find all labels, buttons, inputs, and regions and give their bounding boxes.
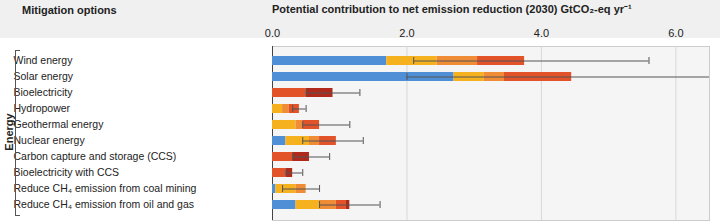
svg-text:Bioelectricity with CCS: Bioelectricity with CCS [14,166,120,178]
svg-text:Reduce CH₄ emission from oil a: Reduce CH₄ emission from oil and gas [14,198,195,210]
svg-text:Hydropower: Hydropower [14,102,71,114]
html-text:Energy: Energy [3,113,15,151]
svg-text:Reduce CH₄ emission from coal: Reduce CH₄ emission from coal mining [14,182,197,194]
html-text:Potential contribution to net: Potential contribution to net emission r… [272,3,632,15]
svg-text:Wind energy: Wind energy [14,54,74,66]
svg-text:Carbon capture and storage (CC: Carbon capture and storage (CCS) [14,150,177,162]
svg-text:Geothermal energy: Geothermal energy [14,118,105,130]
svg-text:0.0: 0.0 [265,27,280,39]
html-text:Mitigation options: Mitigation options [22,4,117,16]
svg-text:2.0: 2.0 [399,27,414,39]
svg-text:6.0: 6.0 [668,27,683,39]
svg-text:Solar energy: Solar energy [14,70,74,82]
svg-text:4.0: 4.0 [534,27,549,39]
svg-text:Nuclear energy: Nuclear energy [14,134,86,146]
svg-text:Bioelectricity: Bioelectricity [14,86,74,98]
